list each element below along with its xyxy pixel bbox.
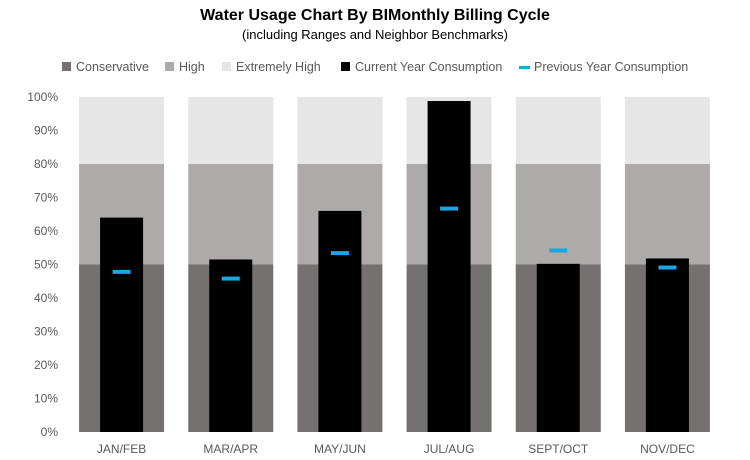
x-tick-label: MAY/JUN <box>314 442 366 456</box>
marker-previous-year <box>330 251 349 256</box>
range-band-extremely-high <box>515 97 601 164</box>
bar-current-year <box>427 101 471 433</box>
y-tick-label: 100% <box>27 90 58 104</box>
legend-swatch-3 <box>222 62 231 71</box>
marker-previous-year <box>658 265 677 270</box>
y-tick-label: 0% <box>41 425 59 439</box>
range-band-extremely-high <box>624 97 710 164</box>
legend-label-5: Previous Year Consumption <box>534 60 688 74</box>
marker-previous-year <box>112 269 131 274</box>
y-tick-label: 90% <box>34 124 58 138</box>
x-tick-label: JAN/FEB <box>97 442 146 456</box>
x-tick-label: MAR/APR <box>203 442 258 456</box>
y-tick-label: 70% <box>34 191 58 205</box>
legend-swatch-1 <box>62 62 71 71</box>
legend-swatch-5 <box>519 66 530 69</box>
y-tick-label: 10% <box>34 392 58 406</box>
range-band-high <box>624 164 710 265</box>
range-band-extremely-high <box>79 97 165 164</box>
marker-previous-year <box>221 276 240 281</box>
legend-swatch-4 <box>341 62 350 71</box>
chart-title: Water Usage Chart By BIMonthly Billing C… <box>200 7 550 24</box>
marker-previous-year <box>549 248 568 253</box>
bar-current-year <box>100 217 144 432</box>
range-band-high <box>188 164 274 265</box>
chart-subtitle: (including Ranges and Neighbor Benchmark… <box>242 27 508 42</box>
y-tick-label: 80% <box>34 157 58 171</box>
y-tick-label: 60% <box>34 224 58 238</box>
x-tick-label: JUL/AUG <box>424 442 475 456</box>
y-tick-label: 40% <box>34 291 58 305</box>
x-tick-label: NOV/DEC <box>640 442 695 456</box>
legend-label-1: Conservative <box>76 60 149 74</box>
y-tick-label: 20% <box>34 358 58 372</box>
legend-swatch-2 <box>165 62 174 71</box>
range-band-extremely-high <box>188 97 274 164</box>
range-band-high <box>515 164 601 265</box>
bar-current-year <box>318 210 362 432</box>
legend-label-4: Current Year Consumption <box>355 60 502 74</box>
legend-label-2: High <box>179 60 205 74</box>
y-tick-label: 30% <box>34 325 58 339</box>
legend-label-3: Extremely High <box>236 60 321 74</box>
bar-current-year <box>209 259 253 432</box>
x-tick-label: SEPT/OCT <box>528 442 589 456</box>
bar-current-year <box>645 258 689 432</box>
bar-current-year <box>536 263 580 432</box>
y-tick-label: 50% <box>34 258 58 272</box>
marker-previous-year <box>440 206 459 211</box>
range-band-extremely-high <box>297 97 383 164</box>
